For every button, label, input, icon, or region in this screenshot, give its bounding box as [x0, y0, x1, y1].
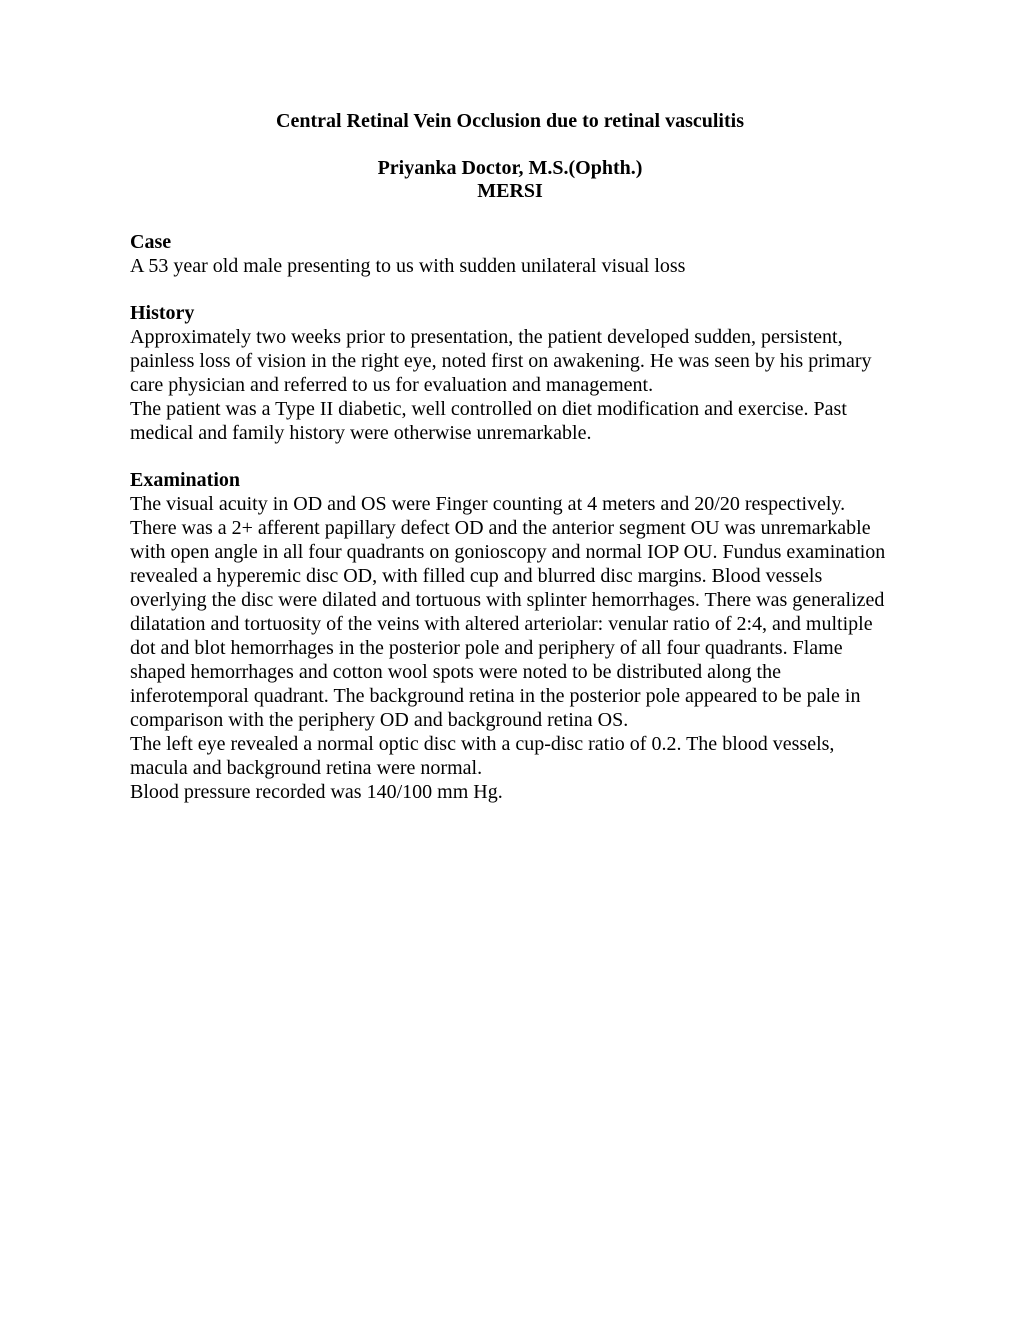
examination-paragraph-3: Blood pressure recorded was 140/100 mm H…	[130, 780, 890, 804]
history-body: Approximately two weeks prior to present…	[130, 325, 890, 445]
examination-paragraph-1: The visual acuity in OD and OS were Fing…	[130, 492, 890, 732]
section-examination: Examination The visual acuity in OD and …	[130, 469, 890, 804]
case-paragraph: A 53 year old male presenting to us with…	[130, 254, 890, 278]
case-body: A 53 year old male presenting to us with…	[130, 254, 890, 278]
history-heading: History	[130, 302, 890, 325]
author-name: Priyanka Doctor, M.S.(Ophth.)	[130, 157, 890, 180]
section-case: Case A 53 year old male presenting to us…	[130, 231, 890, 278]
title-block: Central Retinal Vein Occlusion due to re…	[130, 110, 890, 203]
examination-paragraph-2: The left eye revealed a normal optic dis…	[130, 732, 890, 780]
examination-heading: Examination	[130, 469, 890, 492]
history-paragraph-2: The patient was a Type II diabetic, well…	[130, 397, 890, 445]
document-title: Central Retinal Vein Occlusion due to re…	[130, 110, 890, 133]
institution-name: MERSI	[130, 180, 890, 203]
section-history: History Approximately two weeks prior to…	[130, 302, 890, 445]
history-paragraph-1: Approximately two weeks prior to present…	[130, 325, 890, 397]
examination-body: The visual acuity in OD and OS were Fing…	[130, 492, 890, 804]
case-heading: Case	[130, 231, 890, 254]
